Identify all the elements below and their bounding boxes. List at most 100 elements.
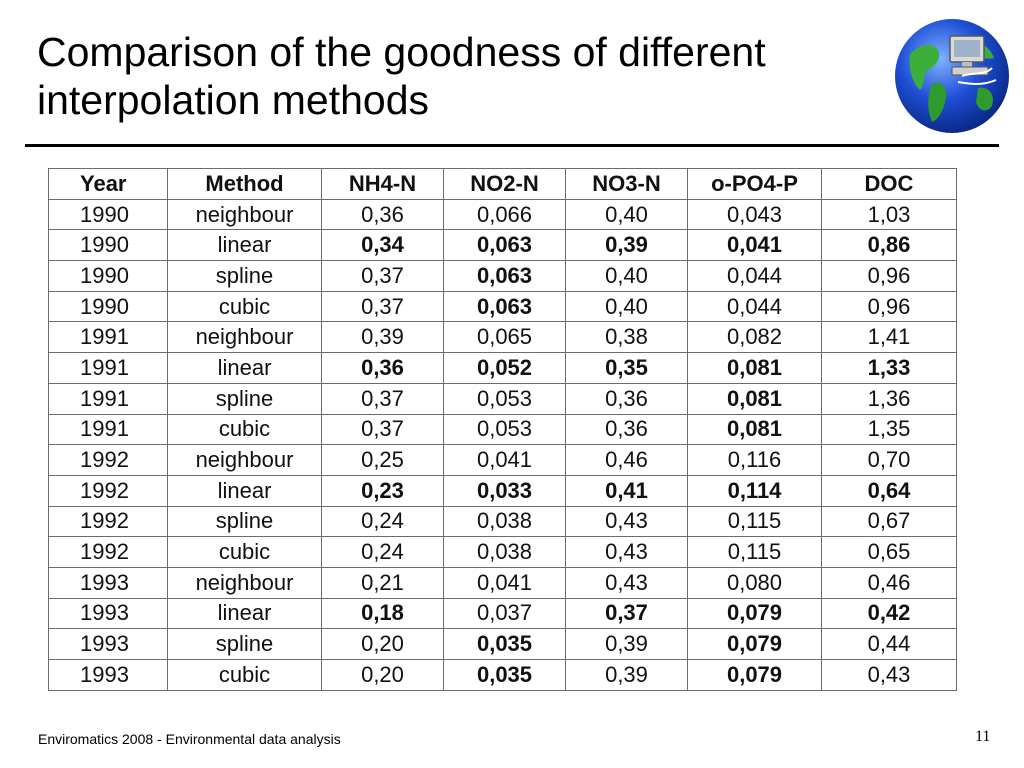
cell-year: 1993 xyxy=(48,628,168,660)
cell-no2-n: 0,038 xyxy=(443,536,566,568)
cell-no2-n: 0,037 xyxy=(443,597,566,630)
cell-nh4-n: 0,37 xyxy=(321,290,444,323)
cell-nh4-n: 0,20 xyxy=(321,659,444,691)
cell-method: neighbour xyxy=(167,444,322,476)
cell-year: 1991 xyxy=(48,382,168,415)
cell-method: spline xyxy=(167,505,322,538)
cell-no2-n: 0,035 xyxy=(443,659,566,691)
table-row: 1993 neighbour 0,21 0,041 0,43 0,080 0,46 xyxy=(48,566,957,599)
cell-no3-n: 0,36 xyxy=(565,382,688,415)
cell-year: 1992 xyxy=(48,444,168,476)
table-row: 1990 spline 0,37 0,063 0,40 0,044 0,96 xyxy=(48,260,957,292)
cell-o-po4-p: 0,114 xyxy=(687,474,822,507)
cell-doc: 0,46 xyxy=(821,566,957,599)
cell-no3-n: 0,37 xyxy=(565,597,688,630)
cell-no2-n: 0,041 xyxy=(443,566,566,599)
cell-nh4-n: 0,24 xyxy=(321,536,444,568)
cell-year: 1991 xyxy=(48,352,168,384)
table-row: 1992 neighbour 0,25 0,041 0,46 0,116 0,70 xyxy=(48,444,957,476)
column-header-method: Method xyxy=(167,168,322,200)
cell-nh4-n: 0,39 xyxy=(321,321,444,354)
cell-nh4-n: 0,23 xyxy=(321,474,444,507)
cell-no3-n: 0,35 xyxy=(565,352,688,384)
cell-o-po4-p: 0,079 xyxy=(687,597,822,630)
cell-year: 1993 xyxy=(48,659,168,691)
cell-method: cubic xyxy=(167,413,322,446)
cell-method: cubic xyxy=(167,290,322,323)
cell-doc: 0,64 xyxy=(821,474,957,507)
table-row: 1991 spline 0,37 0,053 0,36 0,081 1,36 xyxy=(48,382,957,415)
table-row: 1991 linear 0,36 0,052 0,35 0,081 1,33 xyxy=(48,352,957,384)
cell-no2-n: 0,053 xyxy=(443,382,566,415)
cell-doc: 0,43 xyxy=(821,659,957,691)
cell-o-po4-p: 0,044 xyxy=(687,290,822,323)
cell-method: cubic xyxy=(167,536,322,568)
cell-year: 1992 xyxy=(48,536,168,568)
cell-no2-n: 0,063 xyxy=(443,229,566,262)
cell-doc: 0,65 xyxy=(821,536,957,568)
table-row: 1993 cubic 0,20 0,035 0,39 0,079 0,43 xyxy=(48,659,957,691)
cell-method: linear xyxy=(167,474,322,507)
cell-no3-n: 0,43 xyxy=(565,566,688,599)
cell-doc: 0,86 xyxy=(821,229,957,262)
cell-no3-n: 0,36 xyxy=(565,413,688,446)
cell-year: 1991 xyxy=(48,413,168,446)
cell-o-po4-p: 0,115 xyxy=(687,536,822,568)
cell-o-po4-p: 0,081 xyxy=(687,413,822,446)
cell-no2-n: 0,053 xyxy=(443,413,566,446)
cell-year: 1993 xyxy=(48,566,168,599)
cell-o-po4-p: 0,082 xyxy=(687,321,822,354)
cell-o-po4-p: 0,116 xyxy=(687,444,822,476)
cell-no3-n: 0,41 xyxy=(565,474,688,507)
table-row: 1993 spline 0,20 0,035 0,39 0,079 0,44 xyxy=(48,628,957,660)
cell-method: linear xyxy=(167,597,322,630)
cell-no3-n: 0,40 xyxy=(565,260,688,292)
cell-o-po4-p: 0,079 xyxy=(687,659,822,691)
cell-o-po4-p: 0,041 xyxy=(687,229,822,262)
cell-no2-n: 0,065 xyxy=(443,321,566,354)
cell-nh4-n: 0,36 xyxy=(321,352,444,384)
cell-doc: 0,44 xyxy=(821,628,957,660)
cell-no3-n: 0,39 xyxy=(565,229,688,262)
column-header-doc: DOC xyxy=(821,168,957,200)
column-header-no2-n: NO2-N xyxy=(443,168,566,200)
table-row: 1993 linear 0,18 0,037 0,37 0,079 0,42 xyxy=(48,597,957,630)
cell-year: 1990 xyxy=(48,290,168,323)
cell-method: cubic xyxy=(167,659,322,691)
cell-method: spline xyxy=(167,382,322,415)
cell-nh4-n: 0,21 xyxy=(321,566,444,599)
cell-nh4-n: 0,37 xyxy=(321,413,444,446)
cell-no3-n: 0,43 xyxy=(565,505,688,538)
table-row: 1990 neighbour 0,36 0,066 0,40 0,043 1,03 xyxy=(48,198,957,231)
column-header-year: Year xyxy=(48,168,168,200)
cell-no2-n: 0,066 xyxy=(443,198,566,231)
cell-year: 1990 xyxy=(48,198,168,231)
cell-o-po4-p: 0,080 xyxy=(687,566,822,599)
table-row: 1990 linear 0,34 0,063 0,39 0,041 0,86 xyxy=(48,229,957,262)
cell-o-po4-p: 0,115 xyxy=(687,505,822,538)
column-header-o-po4-p: o-PO4-P xyxy=(687,168,822,200)
results-table: Year Method NH4-N NO2-N NO3-N o-PO4-P DO… xyxy=(48,168,957,691)
table-body: 1990 neighbour 0,36 0,066 0,40 0,043 1,03 1990 l… xyxy=(48,198,957,691)
cell-no2-n: 0,038 xyxy=(443,505,566,538)
cell-no3-n: 0,38 xyxy=(565,321,688,354)
page-number: 11 xyxy=(975,728,991,745)
cell-doc: 0,67 xyxy=(821,505,957,538)
cell-no3-n: 0,39 xyxy=(565,628,688,660)
footer-text: Enviromatics 2008 - Environmental data a… xyxy=(38,731,341,747)
cell-o-po4-p: 0,081 xyxy=(687,352,822,384)
cell-doc: 0,96 xyxy=(821,260,957,292)
cell-method: spline xyxy=(167,628,322,660)
results-table-container: Year Method NH4-N NO2-N NO3-N o-PO4-P DO… xyxy=(48,168,957,691)
slide-title: Comparison of the goodness of different … xyxy=(37,29,766,123)
cell-o-po4-p: 0,043 xyxy=(687,198,822,231)
cell-no3-n: 0,43 xyxy=(565,536,688,568)
cell-doc: 1,33 xyxy=(821,352,957,384)
cell-no2-n: 0,063 xyxy=(443,290,566,323)
cell-no2-n: 0,063 xyxy=(443,260,566,292)
cell-no3-n: 0,40 xyxy=(565,198,688,231)
cell-doc: 1,41 xyxy=(821,321,957,354)
table-row: 1992 linear 0,23 0,033 0,41 0,114 0,64 xyxy=(48,474,957,507)
cell-nh4-n: 0,18 xyxy=(321,597,444,630)
cell-no2-n: 0,052 xyxy=(443,352,566,384)
